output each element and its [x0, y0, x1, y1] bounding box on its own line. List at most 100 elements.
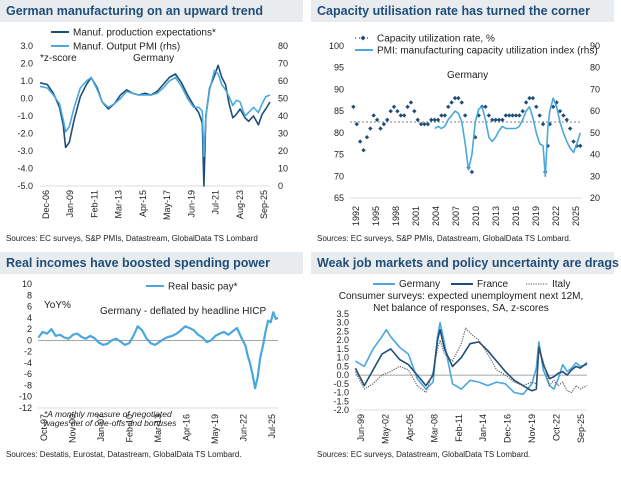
data-point: [500, 117, 505, 123]
y-tick-label-right: 70: [278, 59, 288, 69]
y-tick-label-left: -8: [24, 380, 32, 390]
x-tick-label: Jul-21: [211, 190, 221, 215]
data-point: [567, 126, 573, 131]
chart-title: German manufacturing on an upward trend: [6, 4, 263, 18]
x-tick-label: Aug-23: [235, 190, 245, 219]
y-tick-label-left: 4: [27, 313, 32, 323]
chart-panel-job-markets: Weak job markets and policy uncertainty …: [311, 252, 621, 502]
y-tick-label-left: -2: [24, 347, 32, 357]
y-tick-label-left: 1.0: [336, 353, 349, 363]
x-tick-label: 2019: [531, 206, 541, 226]
y-tick-label-left: 0: [27, 335, 32, 345]
y-tick-label-left: 2.0: [336, 335, 349, 345]
x-tick-label: Dec-06: [41, 190, 51, 219]
x-tick-label: 1992: [351, 206, 361, 226]
legend-label: Capacity utilization rate, %: [377, 34, 495, 45]
x-tick-label: Jan-07: [96, 414, 106, 442]
x-tick-label: 2022: [551, 206, 561, 226]
y-tick-label-left: 0.5: [336, 361, 349, 371]
data-point: [368, 126, 373, 131]
y-tick-label-right: 0: [278, 181, 283, 191]
y-tick-label-left: -6: [24, 369, 32, 379]
data-point: [385, 117, 390, 123]
x-tick-label: Feb-11: [89, 190, 99, 218]
y-tick-label-left: -1.0: [17, 111, 33, 121]
y-tick-label-left: -1.5: [333, 396, 349, 406]
y-tick-label-left: 85: [334, 106, 344, 116]
chart-panel-manufacturing: German manufacturing on an upward trend …: [0, 0, 310, 250]
series-line-2: [354, 327, 588, 394]
series-line-0: [39, 64, 271, 187]
data-point: [435, 117, 441, 123]
y-tick-label-left: -0.5: [333, 379, 349, 389]
x-tick-label: Feb-11: [454, 414, 464, 442]
chart-title-bar: German manufacturing on an upward trend: [0, 0, 303, 22]
x-tick-label: 2010: [471, 206, 481, 226]
x-tick-label: 2016: [511, 206, 521, 226]
y-tick-label-right: 20: [278, 146, 288, 156]
y-tick-label-right: 20: [590, 193, 600, 203]
x-tick-label: Mar-13: [114, 190, 124, 219]
y-tick-label-left: 2.5: [336, 326, 349, 336]
y-tick-label-right: 60: [278, 76, 288, 86]
data-point: [523, 100, 529, 105]
y-tick-label-left: 1.5: [336, 344, 349, 354]
legend-label: Real basic pay*: [168, 282, 238, 293]
y-tick-label-left: 8: [27, 290, 32, 300]
chart-subtitle: Consumer surveys: expected unemployment …: [339, 291, 584, 302]
y-tick-label-right: 40: [590, 150, 600, 160]
y-tick-label-left: -2.0: [17, 129, 33, 139]
chart-title: Capacity utilisation rate has turned the…: [317, 4, 590, 18]
chart-title-bar: Real incomes have boosted spending power: [0, 252, 303, 274]
y-tick-label-left: 10: [22, 279, 32, 289]
data-point: [571, 139, 576, 144]
chart-title: Real incomes have boosted spending power: [6, 256, 270, 270]
data-point: [530, 95, 536, 101]
y-tick-label-right: 70: [590, 84, 600, 94]
x-tick-label: Jan-14: [478, 414, 488, 442]
y-tick-label-right: 60: [590, 106, 600, 116]
chart-annotation: Germany: [133, 53, 174, 64]
y-tick-label-right: 90: [590, 41, 600, 51]
y-tick-label-right: 30: [590, 171, 600, 181]
data-point: [422, 121, 427, 127]
data-point: [510, 113, 515, 118]
data-point: [537, 113, 542, 118]
data-point: [449, 100, 454, 105]
chart-source: Sources: EC surveys, S&P PMIs, Datastrea…: [6, 234, 258, 243]
data-point: [459, 100, 464, 105]
y-tick-label-left: 90: [334, 84, 344, 94]
data-point: [452, 95, 458, 101]
x-tick-label: 2001: [411, 206, 421, 226]
data-point: [405, 104, 410, 109]
chart-title-bar: Capacity utilisation rate has turned the…: [311, 0, 614, 22]
chart-panel-capacity: Capacity utilisation rate has turned the…: [311, 0, 621, 250]
data-point: [371, 113, 376, 118]
y-tick-label-left: -4.0: [17, 164, 33, 174]
data-point: [439, 113, 444, 118]
x-tick-label: Apr-16: [182, 414, 192, 441]
chart-source: Sources: EC surveys, Datastream, GlobalD…: [317, 450, 531, 459]
chart-annotation: Germany - deflated by headline HICP: [100, 306, 267, 317]
chart-annotation: wages net of one-offs and bonuses: [44, 418, 177, 428]
data-point: [578, 143, 583, 149]
legend-label: Italy: [552, 279, 570, 290]
chart-manufacturing: 3.0 2.0 1.0 0.0 -1.0 -2.0 -3.0 -4.0 -5.0 80 70 60 50…: [17, 28, 288, 221]
y-tick-label-left: 70: [334, 171, 344, 181]
data-point: [486, 113, 492, 118]
y-tick-label-left: -1.0: [333, 388, 349, 398]
chart-source: Sources: EC surveys, S&P PMIs, Datastrea…: [317, 234, 572, 243]
y-tick-label-left: -4: [24, 358, 32, 368]
legend-label: Manuf. production expectations*: [73, 28, 216, 39]
x-tick-label: Jun-19: [186, 190, 196, 218]
data-point: [408, 100, 414, 105]
chart-annotation: YoY%: [44, 300, 71, 311]
x-tick-label: Nov-19: [527, 414, 537, 443]
data-point: [374, 117, 380, 123]
data-point: [547, 121, 553, 127]
x-tick-label: Sep-25: [576, 414, 586, 443]
data-point: [469, 169, 475, 175]
x-tick-label: Jun-99: [356, 414, 366, 442]
y-tick-label-left: 6: [27, 302, 32, 312]
